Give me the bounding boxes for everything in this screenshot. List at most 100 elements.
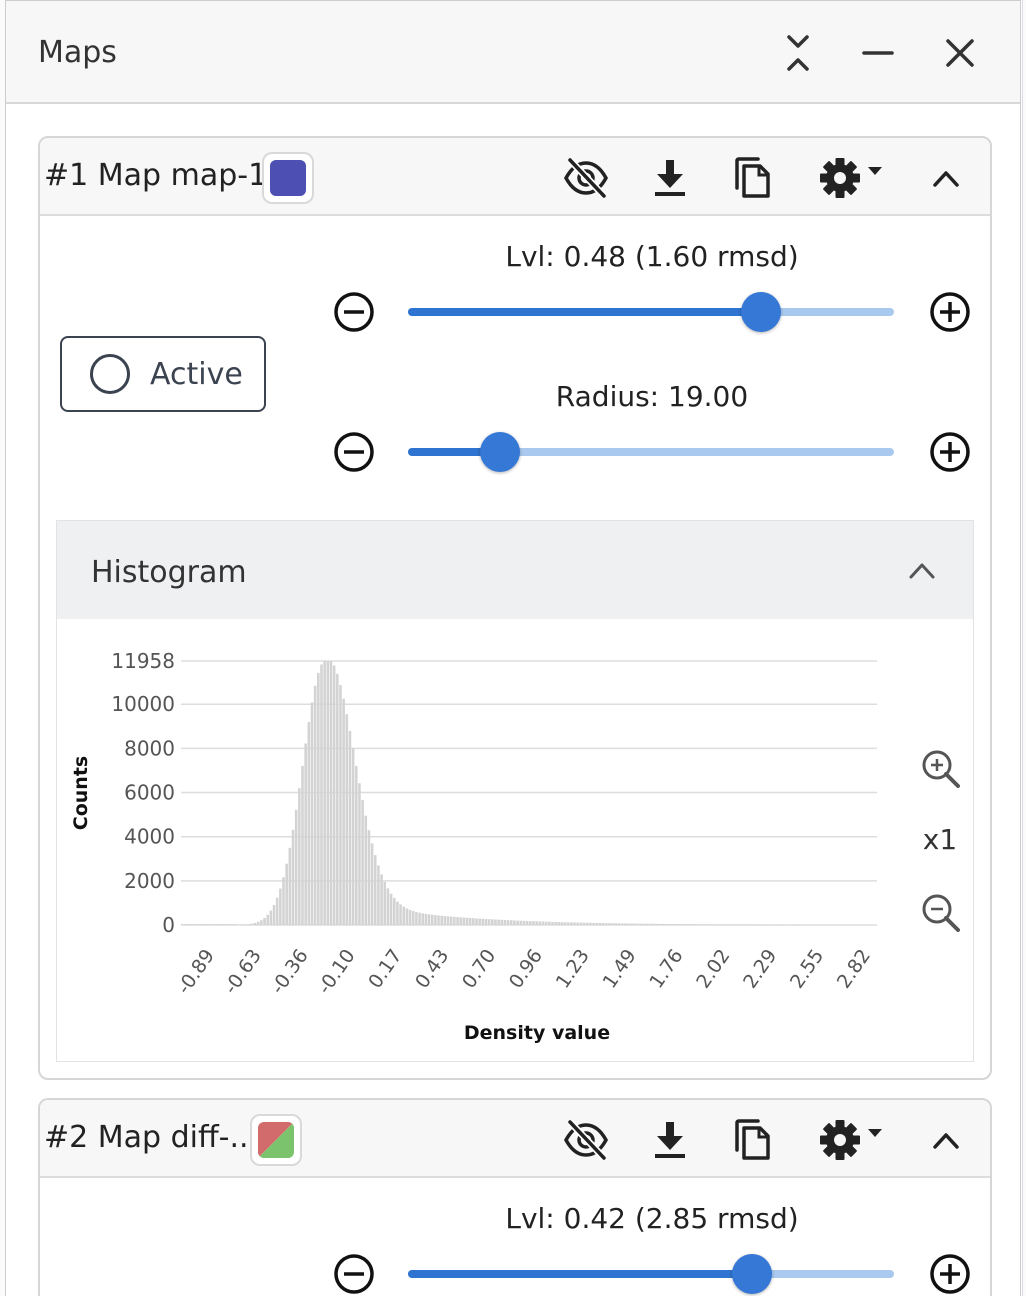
chevron-up-icon[interactable]: [905, 555, 939, 585]
radius-slider-thumb[interactable]: [480, 432, 521, 472]
y-tick-label: 2000: [124, 869, 175, 893]
x-tick-label: 2.82: [833, 945, 875, 992]
histogram-bar: [617, 923, 621, 925]
histogram-bar: [351, 748, 355, 925]
x-tick-label: -0.36: [267, 945, 313, 998]
histogram-bar: [459, 917, 462, 925]
collapse-card-button[interactable]: [922, 1116, 970, 1164]
maps-panel: Maps #1 Map map-1: [5, 0, 1021, 1296]
histogram-bar: [361, 799, 364, 925]
zoom-out-button[interactable]: [919, 891, 963, 935]
level-slider-thumb[interactable]: [732, 1254, 773, 1294]
histogram-bar: [250, 923, 254, 925]
eye-slash-icon: [564, 1120, 608, 1160]
download-button[interactable]: [646, 1116, 694, 1164]
histogram-bar: [332, 665, 336, 925]
histogram-bar: [646, 923, 649, 925]
toggle-visibility-button[interactable]: [562, 154, 610, 202]
x-tick-label: 2.55: [786, 945, 828, 992]
minimize-button[interactable]: [856, 31, 900, 75]
histogram-bar: [513, 920, 516, 925]
histogram-bar: [373, 855, 377, 925]
level-decrease-button[interactable]: [332, 1252, 376, 1296]
zoom-in-icon: [922, 750, 960, 788]
close-icon: [946, 39, 974, 67]
settings-menu-button[interactable]: [814, 1116, 888, 1164]
copy-button[interactable]: [728, 154, 776, 202]
histogram-bar: [661, 923, 665, 925]
map-color-swatch[interactable]: [262, 152, 314, 204]
histogram-bar: [525, 920, 529, 925]
x-tick-label: 1.23: [552, 945, 594, 992]
collapse-all-button[interactable]: [776, 31, 820, 75]
level-slider[interactable]: [408, 1254, 894, 1294]
level-slider-fill: [408, 1270, 753, 1278]
level-increase-button[interactable]: [928, 290, 972, 334]
histogram-bar: [355, 765, 358, 925]
histogram-bar: [551, 921, 554, 925]
histogram-bar: [405, 908, 409, 925]
radio-circle-icon: [90, 354, 130, 394]
histogram-bar: [573, 922, 576, 925]
histogram-bar: [383, 882, 387, 925]
histogram-header[interactable]: Histogram: [57, 521, 973, 619]
histogram-bar: [181, 924, 184, 925]
active-toggle-button[interactable]: Active: [60, 336, 266, 412]
histogram-bar: [677, 924, 681, 925]
level-slider-thumb[interactable]: [741, 292, 782, 332]
histogram-bar: [199, 924, 203, 925]
level-increase-button[interactable]: [928, 1252, 972, 1296]
zoom-out-icon: [922, 894, 960, 932]
map-color-swatch[interactable]: [250, 1114, 302, 1166]
close-button[interactable]: [938, 31, 982, 75]
histogram-bar: [222, 924, 225, 925]
histogram-bar: [665, 923, 668, 925]
histogram-bar: [636, 923, 640, 925]
download-button[interactable]: [646, 154, 694, 202]
histogram-bar: [503, 919, 507, 925]
histogram-bar: [288, 847, 292, 925]
radius-increase-button[interactable]: [928, 430, 972, 474]
settings-menu-button[interactable]: [814, 154, 888, 202]
gear-icon: [820, 158, 860, 198]
background-viewport-right: [1022, 0, 1026, 1296]
histogram-bar: [506, 920, 510, 925]
histogram-bar: [560, 922, 564, 925]
radius-slider[interactable]: [408, 432, 894, 472]
toggle-visibility-button[interactable]: [562, 1116, 610, 1164]
histogram-bar: [487, 919, 491, 925]
y-tick-label: 10000: [111, 692, 175, 716]
histogram-bar: [228, 924, 232, 925]
histogram-bar: [671, 924, 674, 925]
collapse-card-button[interactable]: [922, 154, 970, 202]
copy-icon: [735, 157, 770, 198]
histogram-bar: [557, 922, 561, 925]
histogram-bar: [649, 923, 652, 925]
histogram-bar: [462, 917, 466, 925]
map-card-1: #1 Map map-1: [38, 136, 992, 1080]
download-icon: [655, 160, 685, 196]
histogram-title: Histogram: [91, 555, 247, 590]
eye-slash-icon: [564, 158, 608, 198]
radius-decrease-button[interactable]: [332, 430, 376, 474]
level-decrease-button[interactable]: [332, 290, 376, 334]
histogram-bar: [279, 888, 282, 925]
radius-slider-fill: [408, 448, 501, 456]
chevron-up-icon: [933, 171, 959, 187]
histogram-bar: [294, 809, 298, 925]
y-tick-label: 0: [162, 913, 175, 937]
histogram-bar: [275, 897, 279, 925]
x-tick-label: 1.76: [645, 945, 687, 992]
histogram-bar: [317, 672, 320, 925]
histogram-bar: [478, 918, 481, 925]
level-slider[interactable]: [408, 292, 894, 332]
copy-button[interactable]: [728, 1116, 776, 1164]
histogram-bar: [304, 743, 307, 925]
active-label: Active: [150, 356, 243, 392]
histogram-bar: [728, 924, 731, 925]
histogram-bar: [260, 920, 263, 925]
histogram-bar: [313, 685, 317, 925]
histogram-bar: [674, 924, 678, 925]
histogram-bar: [519, 920, 523, 925]
zoom-in-button[interactable]: [919, 747, 963, 791]
